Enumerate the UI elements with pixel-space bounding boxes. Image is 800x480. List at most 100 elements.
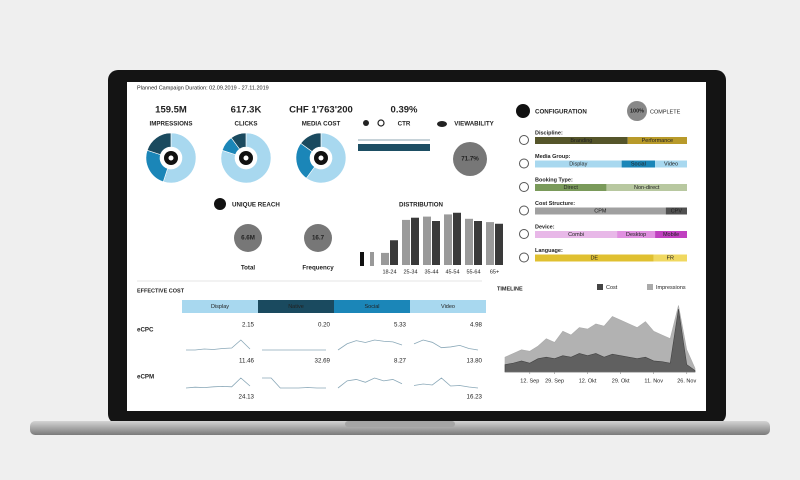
dashboard: Planned Campaign Duration: 02.09.2019 - …: [137, 85, 696, 401]
config-segment-label: Direct: [564, 185, 579, 191]
config-group-label: Cost Structure:: [535, 201, 575, 207]
ctr-icon: [377, 119, 385, 127]
sparkline: [337, 339, 403, 351]
timeline-area: [504, 309, 696, 373]
column-header: [182, 300, 258, 313]
distribution-label: 65+: [490, 269, 499, 275]
config-segment: [535, 254, 654, 262]
donut-segment: [146, 132, 172, 155]
distribution-bar: [432, 221, 440, 265]
legend-label: Impressions: [656, 285, 686, 291]
column-header-label: Display: [211, 304, 229, 310]
timeline-area: [504, 305, 696, 373]
reach-label: Total: [241, 265, 256, 272]
config-segment: [535, 231, 618, 238]
column-header: [410, 300, 486, 313]
reach-value: 16.7: [312, 235, 325, 242]
reach-circle: [234, 224, 262, 252]
cost-value: 32.69: [315, 358, 331, 365]
timeline-tick-label: 11. Nov: [644, 378, 663, 384]
cost-value: 8.27: [394, 358, 407, 365]
sparkline: [413, 377, 479, 389]
distribution-bar: [453, 212, 461, 265]
distribution-bar: [402, 219, 410, 265]
row-label: eCPC: [137, 327, 154, 334]
sparkline: [186, 339, 251, 351]
kpi-value: 617.3K: [231, 105, 262, 116]
config-segment: [535, 137, 628, 144]
config-segment-label: Non-direct: [634, 185, 660, 191]
donut-segment: [162, 132, 197, 184]
ctr-icon: [363, 120, 369, 126]
cost-value: 11.46: [239, 358, 255, 365]
kpi-label: CTR: [398, 121, 411, 128]
distribution-bar: [381, 252, 389, 265]
config-segment-label: Desktop: [626, 232, 646, 238]
timeline-title: TIMELINE: [497, 286, 523, 292]
config-segment-label: CPM: [594, 209, 607, 215]
config-group-icon: [519, 252, 529, 263]
distribution-bar: [411, 217, 419, 265]
viewability-circle: [453, 142, 487, 176]
config-segment: [621, 160, 656, 168]
timeline-tick-label: 29. Okt: [612, 378, 630, 384]
config-segment: [617, 231, 656, 238]
column-header-label: Native: [288, 304, 304, 310]
config-group-icon: [519, 205, 529, 216]
timeline-tick-label: 29. Sep: [545, 378, 564, 384]
config-segment-label: Combi: [568, 232, 584, 238]
laptop-base: [30, 421, 770, 435]
timeline-tick-label: 12. Sep: [520, 378, 539, 384]
donut-segment: [305, 132, 347, 184]
config-segment: [655, 160, 687, 168]
cost-value: 2.15: [242, 322, 255, 329]
distribution-bar: [390, 240, 398, 265]
cost-value: 24.13: [239, 394, 255, 401]
kpi-label: CLICKS: [234, 121, 257, 128]
config-segment-label: Display: [569, 162, 587, 168]
config-segment-label: DE: [590, 256, 598, 262]
legend-swatch: [647, 284, 653, 290]
config-segment-label: Mobile: [663, 232, 679, 238]
donut-icon-dot: [168, 155, 174, 161]
donut-segment: [220, 132, 272, 184]
progress-value: 100%: [630, 108, 644, 114]
config-group-label: Media Group:: [535, 154, 571, 160]
cost-value: 16.23: [467, 394, 483, 401]
config-group-label: Discipline:: [535, 130, 563, 136]
distribution-bar: [465, 218, 473, 265]
distribution-bar: [486, 222, 494, 265]
distribution-bar: [423, 216, 431, 265]
config-segment-label: Social: [631, 162, 646, 168]
sparkline: [262, 377, 326, 389]
reach-label: Frequency: [302, 265, 334, 272]
person-icon: [360, 252, 364, 266]
timeline-tick-label: 12. Okt: [579, 378, 597, 384]
donut-segment: [300, 132, 322, 152]
donut-icon-dot: [243, 155, 249, 161]
sparkline: [413, 339, 479, 351]
cost-value: 13.80: [467, 358, 483, 365]
kpi-label: IMPRESSIONS: [150, 121, 193, 128]
progress-status: COMPLETE: [650, 109, 681, 115]
sparkline: [185, 377, 251, 389]
cost-value: 0.20: [318, 322, 331, 329]
viewability-value: 71.7%: [461, 156, 479, 163]
distribution-label: 35-44: [424, 269, 438, 275]
config-group-label: Language:: [535, 248, 563, 254]
reach-icon: [214, 198, 226, 210]
timeline-tick-label: 26. Nov: [677, 378, 696, 384]
distribution-title: DISTRIBUTION: [399, 202, 444, 209]
kpi-value: 159.5M: [155, 105, 187, 116]
config-segment: [606, 184, 687, 191]
config-segment: [535, 184, 607, 191]
config-group-icon: [519, 158, 529, 169]
config-segment-label: CPV: [671, 209, 683, 215]
config-icon: [516, 104, 530, 118]
config-group-icon: [519, 229, 529, 239]
cost-value: 5.33: [394, 322, 407, 329]
config-segment: [665, 207, 687, 215]
config-group-icon: [519, 135, 529, 145]
effective-cost-title: EFFECTIVE COST: [137, 288, 185, 294]
config-segment-label: Branding: [570, 138, 592, 144]
